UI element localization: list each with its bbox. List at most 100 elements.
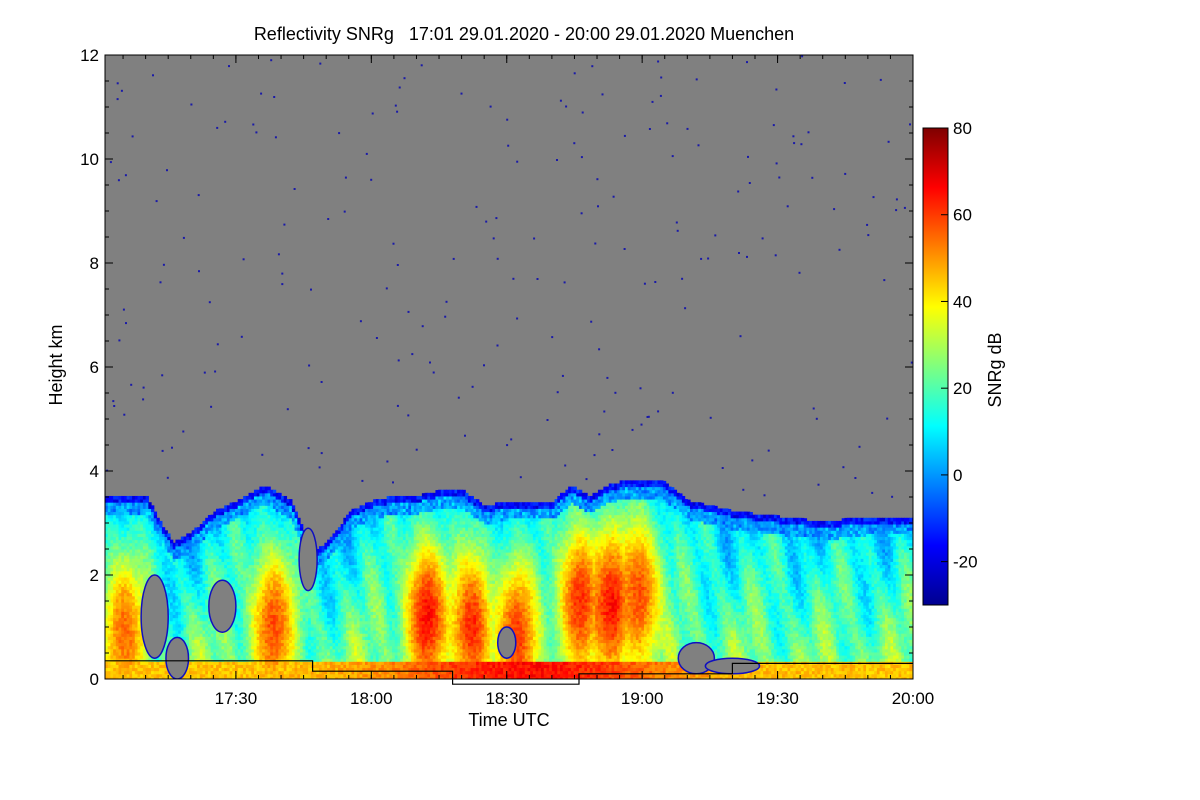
heatmap-cell <box>115 617 120 622</box>
heatmap-cell <box>115 527 120 531</box>
heatmap-cell <box>286 686 289 690</box>
heatmap-cell <box>226 645 231 650</box>
heatmap-cell <box>253 655 258 659</box>
heatmap-cell <box>218 633 223 637</box>
heatmap-cell <box>178 589 182 594</box>
heatmap-cell <box>159 552 163 556</box>
heatmap-cell <box>224 658 228 662</box>
heatmap-cell <box>245 633 250 637</box>
heatmap-cell <box>142 651 147 656</box>
heatmap-cell <box>202 633 206 637</box>
heatmap-cell <box>105 527 109 531</box>
heatmap-cell <box>170 627 174 631</box>
heatmap-cell <box>126 667 130 672</box>
heatmap-cell <box>132 686 135 690</box>
heatmap-cell <box>226 542 231 547</box>
heatmap-cell <box>116 683 119 687</box>
heatmap-cell <box>118 661 122 665</box>
heatmap-cell <box>118 517 122 522</box>
heatmap-cell <box>232 683 235 687</box>
heatmap-cell <box>243 683 246 687</box>
heatmap-cell <box>188 533 193 538</box>
heatmap-cell <box>256 495 260 500</box>
heatmap-cell <box>180 542 185 547</box>
heatmap-cell <box>245 564 250 569</box>
heatmap-cell <box>243 583 247 587</box>
heatmap-cell <box>164 545 168 550</box>
heatmap-cell <box>148 683 151 687</box>
heatmap-cell <box>281 686 284 690</box>
heatmap-cell <box>115 573 120 578</box>
heatmap-cell <box>121 667 125 672</box>
heatmap-cell <box>170 617 174 622</box>
heatmap-cell <box>178 558 182 562</box>
heatmap-cell <box>235 549 239 553</box>
heatmap-cell <box>237 549 242 553</box>
heatmap-cell <box>186 627 190 631</box>
heatmap-cell <box>183 580 187 584</box>
heatmap-cell <box>162 683 165 687</box>
heatmap-cell <box>183 545 187 550</box>
heatmap-cell <box>115 511 120 516</box>
heatmap-cell <box>172 595 177 600</box>
heatmap-cell <box>107 620 112 625</box>
heatmap-cell <box>253 664 258 669</box>
heatmap-cell <box>142 645 147 650</box>
heatmap-cell <box>126 620 130 625</box>
heatmap-cell <box>145 539 149 544</box>
heatmap-cell <box>115 651 120 656</box>
heatmap-cell <box>221 552 225 556</box>
heatmap-cell <box>107 580 112 584</box>
heatmap-cell <box>123 573 128 578</box>
heatmap-cell <box>126 545 130 550</box>
heatmap-cell <box>226 658 231 662</box>
heatmap-cell <box>246 680 249 684</box>
heatmap-cell <box>156 564 160 569</box>
heatmap-cell <box>248 492 252 497</box>
heatmap-cell <box>172 633 177 637</box>
heatmap-cell <box>226 642 231 647</box>
heatmap-cell <box>118 524 122 528</box>
heatmap-cell <box>134 620 139 625</box>
heatmap-cell <box>105 573 109 578</box>
heatmap-cell <box>105 673 109 678</box>
heatmap-cell <box>235 524 239 528</box>
heatmap-cell <box>107 651 112 656</box>
heatmap-cell <box>207 670 212 678</box>
heatmap-cell <box>226 639 231 644</box>
heatmap-cell <box>207 580 212 584</box>
heatmap-cell <box>237 676 242 679</box>
heatmap-cell <box>132 614 136 619</box>
heatmap-cell <box>175 573 179 578</box>
heatmap-cell <box>161 658 166 662</box>
heatmap-cell <box>213 645 217 650</box>
heatmap-cell <box>188 595 193 600</box>
heatmap-cell <box>205 580 209 584</box>
heatmap-cell <box>105 502 109 506</box>
heatmap-cell <box>205 552 209 556</box>
heatmap-cell <box>191 676 195 679</box>
heatmap-cell <box>210 655 214 659</box>
heatmap-cell <box>126 673 130 678</box>
heatmap-cell <box>232 517 236 522</box>
heatmap-cell <box>226 636 231 640</box>
heatmap-cell <box>186 595 190 600</box>
heatmap-cell <box>110 598 114 603</box>
heatmap-cell <box>151 683 154 687</box>
heatmap-cell <box>161 651 166 656</box>
heatmap-cell <box>237 620 242 625</box>
heatmap-cell <box>197 570 201 575</box>
heatmap-cell <box>333 680 336 684</box>
heatmap-cell <box>243 573 247 578</box>
heatmap-cell <box>183 567 187 572</box>
heatmap-cell <box>105 495 109 500</box>
heatmap-cell <box>107 570 112 575</box>
heatmap-cell <box>194 530 198 534</box>
heatmap-cell <box>191 645 195 650</box>
heatmap-cell <box>142 495 147 500</box>
heatmap-cell <box>118 608 122 612</box>
heatmap-cell <box>253 651 258 656</box>
heatmap-cell <box>175 586 179 591</box>
heatmap-cell <box>237 658 242 662</box>
